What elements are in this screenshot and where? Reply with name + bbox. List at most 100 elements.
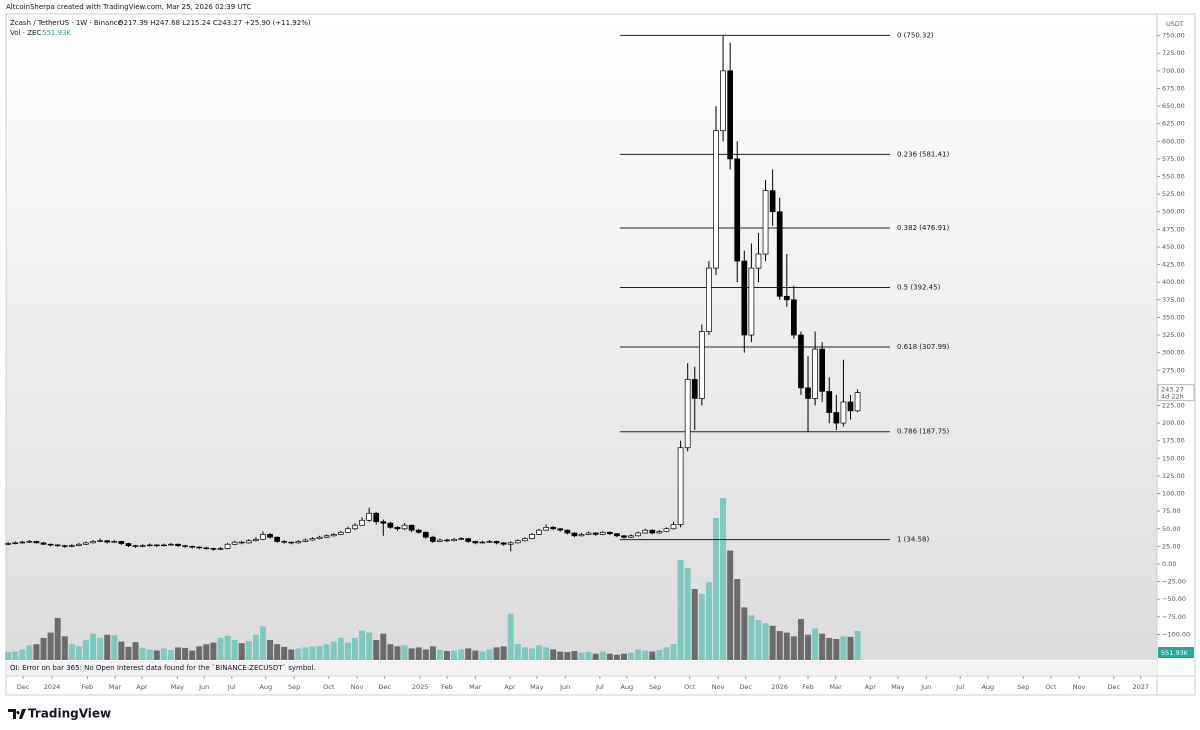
candle-body — [529, 534, 535, 539]
candle-body — [40, 542, 47, 545]
candle-body — [189, 546, 196, 548]
x-tick-label: Jun — [559, 683, 570, 691]
volume-bar — [5, 652, 12, 660]
candle-body — [161, 544, 167, 547]
y-tick-label: 575.00 — [1162, 155, 1185, 163]
candle-body — [557, 528, 564, 531]
x-tick-label: Sep — [1017, 683, 1029, 691]
candle-body — [649, 529, 656, 534]
candle-body — [210, 548, 217, 550]
last-price: 243.27 — [1161, 386, 1184, 394]
candle-body — [500, 542, 507, 545]
candle-body — [309, 538, 316, 541]
y-tick-label: 275.00 — [1162, 366, 1185, 374]
volume-bar — [309, 646, 316, 660]
x-tick-label: Nov — [1073, 683, 1086, 691]
candle-body — [146, 544, 153, 547]
volume-bar — [684, 567, 691, 660]
fib-label: 0.618 (307.99) — [897, 343, 949, 351]
candle-body — [352, 524, 358, 530]
volume-bar — [585, 652, 592, 660]
candle-body — [819, 348, 826, 392]
credit: AltcoinSherpa created with TradingView.c… — [6, 3, 251, 11]
candle-body — [323, 535, 330, 538]
volume-bar — [259, 626, 266, 660]
volume-bar — [394, 646, 401, 660]
volume-bar — [125, 646, 132, 660]
y-tick-label: 700.00 — [1162, 67, 1185, 75]
volume-bar — [656, 650, 663, 660]
y-tick-label: 725.00 — [1162, 49, 1185, 57]
volume-bar — [344, 642, 351, 660]
candle-body — [302, 539, 309, 542]
candle-body — [231, 541, 238, 545]
volume-value: 551.93K — [42, 29, 71, 37]
candle-body — [805, 387, 811, 399]
volume-bar — [203, 644, 210, 660]
y-tick-label: 375.00 — [1162, 296, 1185, 304]
candle-body — [847, 401, 854, 412]
volume-bar — [373, 640, 380, 660]
x-tick-label: Aug — [620, 683, 633, 691]
x-tick-label: 2027 — [1132, 683, 1149, 691]
volume-bar — [797, 618, 804, 660]
candle-body — [564, 529, 571, 534]
candle-body — [408, 524, 415, 531]
candle-body — [422, 531, 429, 538]
candle-body — [394, 526, 401, 530]
x-tick-label: Sep — [288, 683, 300, 691]
y-tick-label: 125.00 — [1162, 472, 1185, 480]
candle-body — [571, 532, 578, 537]
candle-body — [451, 538, 457, 542]
candle-body — [168, 543, 174, 546]
volume-bar — [281, 646, 288, 660]
candle-body — [68, 545, 75, 547]
logo — [8, 709, 26, 719]
candle-body — [812, 348, 818, 399]
volume-bar — [748, 615, 755, 660]
volume-bar — [755, 620, 762, 660]
x-tick-label: Feb — [82, 683, 94, 691]
volume-bar — [295, 648, 302, 660]
volume-bar — [288, 649, 295, 660]
volume-bar — [819, 633, 826, 660]
volume-bar — [359, 630, 366, 660]
candle-body — [316, 536, 323, 539]
candle-body — [217, 548, 224, 550]
candle-body — [741, 260, 748, 336]
candle-body — [522, 538, 528, 542]
volume-bar — [727, 550, 734, 660]
volume-bar — [790, 636, 797, 660]
volume-bar — [493, 647, 500, 660]
candle-body — [755, 253, 762, 269]
x-tick-label: Mar — [469, 683, 482, 691]
candle-body — [281, 541, 288, 543]
volume-bar — [826, 637, 833, 660]
y-tick-label: 625.00 — [1162, 120, 1185, 128]
volume-bar — [599, 651, 606, 660]
x-tick-label: Apr — [865, 683, 877, 691]
volume-name: Vol · ZEC — [10, 29, 41, 37]
x-tick-label: Jun — [198, 683, 209, 691]
candle-body — [429, 536, 436, 542]
volume-bar — [118, 641, 125, 660]
candle-body — [677, 447, 684, 525]
volume-bar — [606, 653, 613, 660]
volume-tag-label: 551.93K — [1161, 649, 1189, 657]
candle-body — [458, 538, 465, 540]
volume-bar — [451, 650, 458, 660]
volume-bar — [387, 644, 394, 660]
symbol: Zcash / TetherUS · 1W · Binance — [10, 19, 122, 27]
volume-bar — [613, 654, 620, 660]
candle-body — [295, 541, 302, 544]
volume-bar — [366, 632, 373, 660]
candle-body — [762, 190, 769, 255]
candle-body — [288, 541, 295, 544]
x-tick-label: Jul — [227, 683, 236, 691]
x-tick-label: Apr — [136, 683, 148, 691]
y-tick-label: −100.00 — [1162, 630, 1190, 638]
candle-body — [585, 532, 592, 535]
x-tick-label: Mar — [829, 683, 842, 691]
candle-body — [267, 534, 273, 538]
volume-bar — [805, 634, 812, 660]
